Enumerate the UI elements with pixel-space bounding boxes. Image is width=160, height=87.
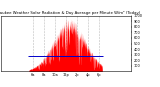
Title: Milwaukee Weather Solar Radiation & Day Average per Minute W/m² (Today): Milwaukee Weather Solar Radiation & Day … <box>0 11 141 15</box>
